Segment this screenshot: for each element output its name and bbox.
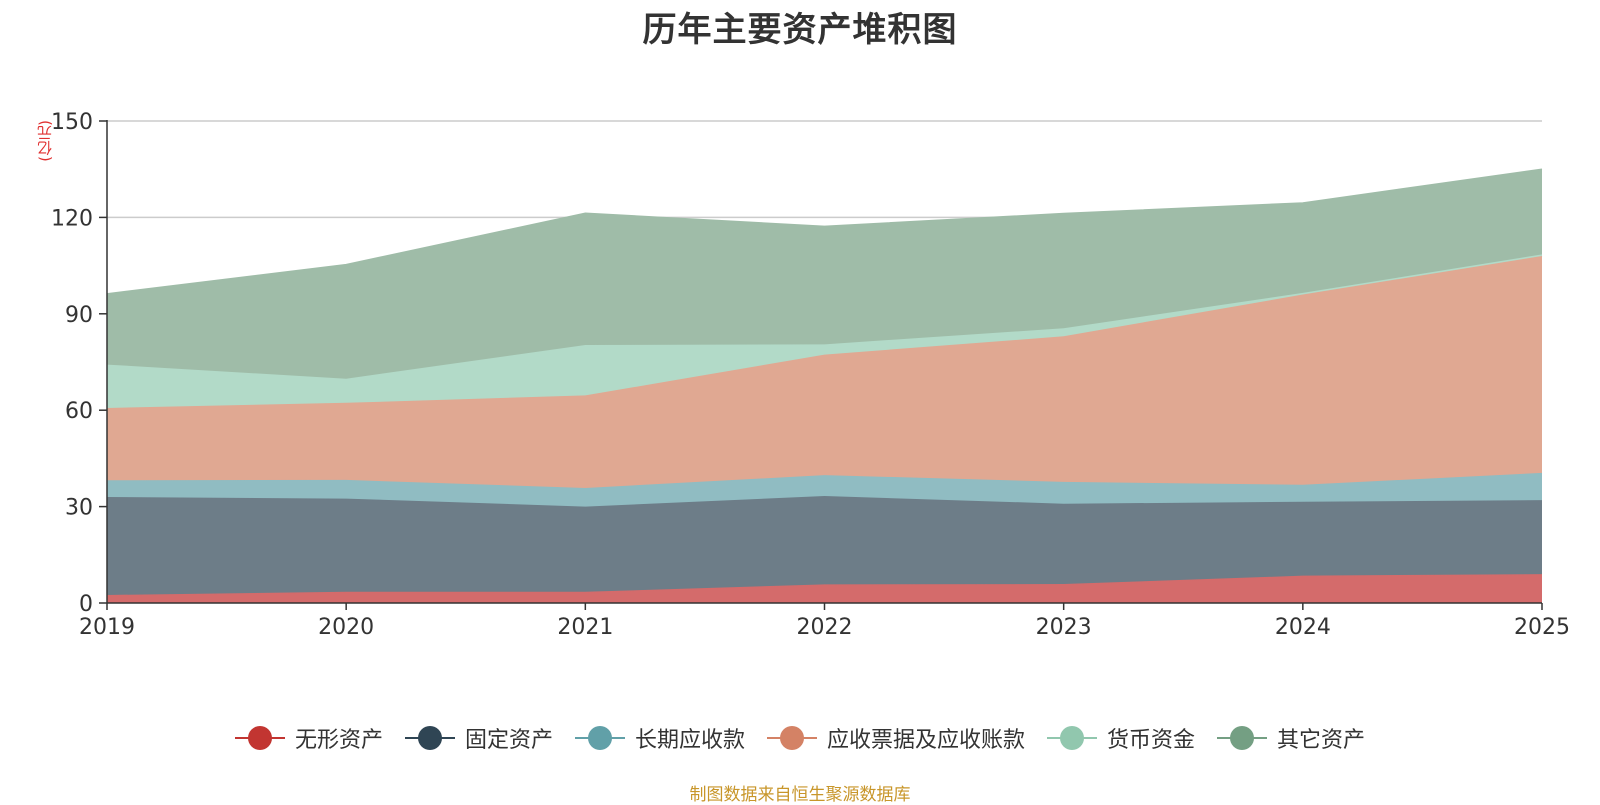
legend-marker-icon — [767, 726, 817, 750]
legend-item[interactable]: 长期应收款 — [574, 722, 745, 754]
legend-marker-icon — [404, 726, 455, 750]
y-tick-label: 30 — [65, 496, 93, 521]
y-tick-label: 90 — [65, 303, 93, 328]
legend-marker-icon — [1217, 726, 1268, 750]
x-tick-label: 2020 — [318, 615, 374, 640]
legend-label: 固定资产 — [464, 728, 553, 753]
axes: 0 30 60 90 120 150 2019 2020 2021 2022 2023 2024 202… — [51, 110, 1570, 640]
area-series-edge-6 — [106, 168, 1543, 295]
y-tick-label: 150 — [51, 110, 93, 135]
legend-label: 无形资产 — [294, 728, 383, 753]
x-tick-label: 2023 — [1036, 615, 1092, 640]
legend-item[interactable]: 应收票据及应收账款 — [767, 722, 1025, 754]
legend-marker-icon — [1047, 726, 1098, 750]
y-tick-label: 120 — [51, 206, 93, 231]
legend-item[interactable]: 货币资金 — [1047, 722, 1195, 754]
chart-title: 历年主要资产堆积图 — [642, 10, 958, 50]
x-tick-label: 2022 — [797, 615, 853, 640]
y-tick-label: 0 — [79, 592, 93, 617]
x-tick-label: 2024 — [1275, 615, 1331, 640]
legend-item[interactable]: 其它资产 — [1217, 722, 1365, 754]
legend-marker-icon — [574, 726, 625, 750]
area-series-2[interactable] — [107, 495, 1542, 595]
legend-label: 长期应收款 — [634, 728, 745, 753]
x-tick-label: 2019 — [79, 615, 135, 640]
legend-marker-icon — [234, 726, 285, 750]
x-tick-label: 2025 — [1514, 615, 1570, 640]
legend-item[interactable]: 固定资产 — [404, 722, 553, 754]
area-series — [106, 168, 1543, 603]
area-series-3[interactable] — [107, 472, 1542, 507]
data-source-footer: 制图数据来自恒生聚源数据库 — [689, 785, 911, 805]
legend-label: 货币资金 — [1107, 728, 1196, 753]
legend: 无形资产 固定资产 长期应收款 应收票据及应收账款 货币资金 其它资产 — [0, 722, 1600, 754]
x-tick-label: 2021 — [557, 615, 613, 640]
y-axis-unit-label: (亿元) — [36, 120, 54, 162]
legend-label: 其它资产 — [1277, 728, 1366, 753]
legend-item[interactable]: 无形资产 — [234, 722, 383, 754]
area-series-5[interactable] — [107, 254, 1542, 408]
area-series-6[interactable] — [107, 169, 1542, 379]
area-series-1[interactable] — [107, 574, 1542, 603]
legend-label: 应收票据及应收账款 — [827, 728, 1026, 753]
area-series-4[interactable] — [107, 255, 1542, 488]
y-tick-label: 60 — [65, 399, 93, 424]
